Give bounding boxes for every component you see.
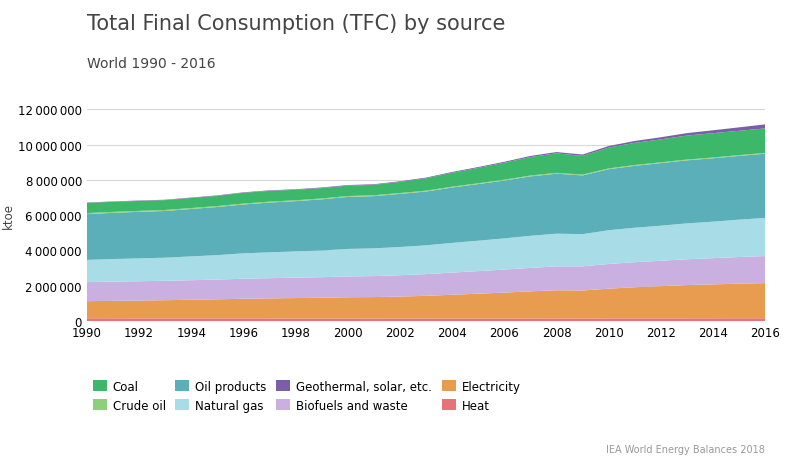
Text: World 1990 - 2016: World 1990 - 2016 <box>87 57 215 71</box>
Text: IEA World Energy Balances 2018: IEA World Energy Balances 2018 <box>607 444 765 454</box>
Text: Total Final Consumption (TFC) by source: Total Final Consumption (TFC) by source <box>87 14 505 34</box>
Legend: Coal, Crude oil, Oil products, Natural gas, Geothermal, solar, etc., Biofuels an: Coal, Crude oil, Oil products, Natural g… <box>92 380 521 412</box>
Y-axis label: ktoe: ktoe <box>2 203 15 229</box>
